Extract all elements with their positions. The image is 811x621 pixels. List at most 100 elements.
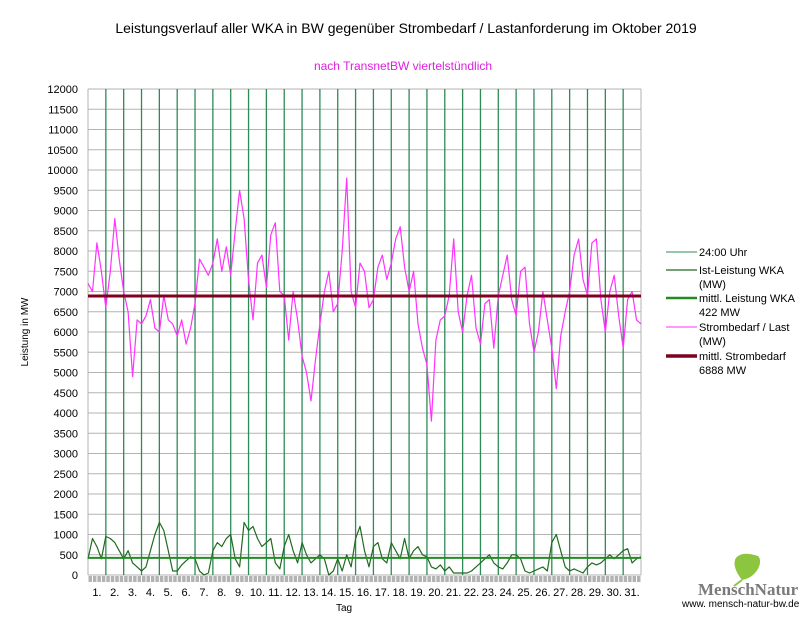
legend-label: Strombedarf / Last	[699, 322, 790, 334]
x-minor-tick	[472, 576, 476, 582]
x-minor-tick	[298, 576, 302, 582]
x-minor-tick	[128, 576, 133, 582]
x-minor-tick	[605, 576, 610, 582]
y-tick-label: 11000	[48, 125, 78, 137]
x-tick-label: 9.	[235, 587, 244, 599]
x-minor-tick	[387, 576, 391, 582]
legend-label: mittl. Strombedarf	[699, 351, 787, 363]
x-minor-tick	[418, 576, 422, 582]
x-minor-tick	[507, 576, 512, 582]
x-tick-labels: 1. 2. 3. 4. 5. 6. 7. 8. 9. 10. 11. 12. 13. 14. 15. 16. 1…	[92, 587, 639, 599]
x-minor-tick	[632, 576, 637, 582]
y-tick-label: 6500	[54, 307, 78, 319]
y-tick-label: 5000	[54, 368, 78, 380]
x-minor-tick	[498, 576, 503, 582]
x-minor-tick	[521, 576, 525, 582]
x-tick-label: 11.	[268, 587, 282, 599]
x-tick-label: 3.	[128, 587, 137, 599]
x-minor-tick	[275, 576, 280, 582]
x-minor-tick	[338, 576, 342, 582]
x-minor-tick	[400, 576, 405, 582]
y-axis-label: Leistung in MW	[20, 297, 31, 366]
x-minor-tick	[92, 576, 97, 582]
x-minor-tick	[365, 576, 369, 582]
x-minor-tick	[494, 576, 498, 582]
x-minor-tick	[88, 576, 92, 582]
x-minor-tick	[596, 576, 601, 582]
x-minor-tick	[101, 576, 106, 582]
x-tick-label: 30.	[607, 587, 622, 599]
logo: MenschNatur www. mensch-natur-bw.de	[680, 552, 811, 616]
x-axis-label: Tag	[336, 603, 352, 614]
ginkgo-leaf-icon: MenschNatur	[698, 553, 799, 599]
x-minor-tick	[458, 576, 463, 582]
x-minor-tick	[440, 576, 445, 582]
x-minor-tick	[142, 576, 146, 582]
x-minor-tick	[155, 576, 159, 582]
x-minor-tick	[552, 576, 556, 582]
x-minor-tick	[405, 576, 409, 582]
x-minor-tick	[115, 576, 119, 582]
x-minor-tick	[583, 576, 587, 582]
legend-label: 24:00 Uhr	[699, 247, 748, 259]
y-tick-label: 10500	[47, 145, 78, 157]
legend-label: Ist-Leistung WKA	[699, 265, 785, 277]
x-minor-tick	[280, 576, 284, 582]
y-tick-label: 8000	[54, 246, 78, 258]
x-tick-label: 27.	[553, 587, 568, 599]
x-minor-tick	[565, 576, 570, 582]
x-minor-tick	[204, 576, 208, 582]
x-tick-label: 23.	[482, 587, 497, 599]
x-minor-tick	[124, 576, 128, 582]
x-tick-label: 20.	[428, 587, 443, 599]
x-minor-tick	[164, 576, 168, 582]
x-minor-tick	[302, 576, 307, 582]
y-tick-label: 1000	[54, 530, 78, 542]
logo-text: MenschNatur	[698, 580, 799, 599]
x-minor-tick	[307, 576, 311, 582]
x-tick-label: 16.	[357, 587, 372, 599]
x-minor-tick	[378, 576, 382, 582]
x-minor-tick	[485, 576, 489, 582]
x-minor-tick	[427, 576, 431, 582]
chart-subtitle: nach TransnetBW viertelstündlich	[314, 59, 492, 73]
x-minor-tick	[592, 576, 596, 582]
y-tick-label: 5500	[54, 347, 78, 359]
x-minor-tick	[454, 576, 458, 582]
x-minor-tick	[512, 576, 516, 582]
load-line	[87, 177, 642, 422]
x-minor-tick	[516, 576, 521, 582]
y-tick-label: 6000	[54, 327, 78, 339]
y-tick-label: 500	[60, 550, 78, 562]
x-minor-tick	[467, 576, 472, 582]
y-tick-label: 8500	[54, 226, 78, 238]
legend-label-line2: 422 MW	[699, 307, 741, 319]
x-minor-tick	[222, 576, 226, 582]
x-minor-tick	[177, 576, 182, 582]
x-minor-tick	[208, 576, 213, 582]
y-tick-label: 1500	[54, 509, 78, 521]
x-minor-tick	[217, 576, 222, 582]
x-minor-tick	[431, 576, 436, 582]
x-minor-tick	[110, 576, 115, 582]
x-minor-tick	[409, 576, 414, 582]
x-minor-tick	[329, 576, 333, 582]
x-minor-tick	[168, 576, 173, 582]
x-minor-tick	[213, 576, 217, 582]
legend-label-line2: 6888 MW	[699, 365, 747, 377]
x-minor-tick	[480, 576, 485, 582]
x-minor-tick	[570, 576, 574, 582]
y-tick-label: 4000	[54, 408, 78, 420]
x-minor-tick	[628, 576, 632, 582]
x-minor-tick	[146, 576, 150, 582]
x-minor-tick	[587, 576, 592, 582]
x-minor-tick	[463, 576, 467, 582]
y-tick-label: 11500	[48, 104, 78, 116]
x-minor-tick	[503, 576, 507, 582]
x-minor-tick	[315, 576, 320, 582]
x-minor-tick	[244, 576, 249, 582]
x-tick-label: 28.	[571, 587, 586, 599]
x-minor-tick	[476, 576, 480, 582]
x-tick-label: 19.	[410, 587, 425, 599]
